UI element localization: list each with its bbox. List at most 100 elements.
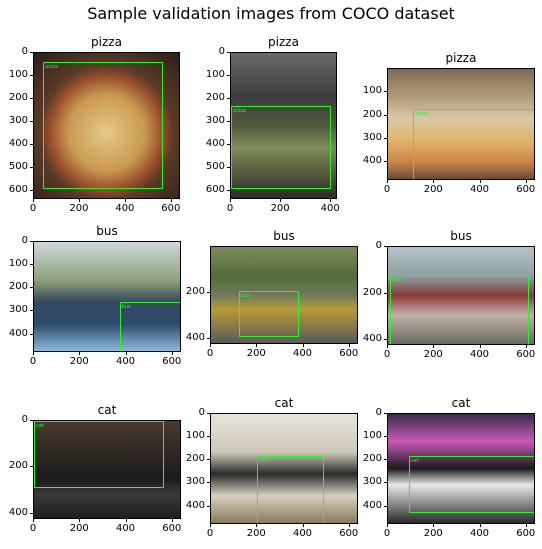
x-tick-label: 400 [469,528,490,539]
y-tick-mark [30,287,33,289]
x-tick-mark [171,519,173,522]
sample-photo [388,247,534,344]
x-tick-mark [348,344,350,347]
y-tick-label: 300 [8,114,28,126]
y-tick-mark [30,420,33,421]
y-tick-mark [30,264,33,266]
box-label: pizza [45,64,59,71]
panel-title: cat [97,403,117,417]
panel-title: pizza [91,35,122,49]
y-tick-mark [384,505,387,507]
bounding-box: cat [408,455,534,514]
y-tick-mark [207,338,210,340]
y-tick-mark [207,413,210,414]
bounding-box: bus [238,290,299,337]
y-tick-mark [30,189,33,191]
y-tick-label: 0 [198,407,205,418]
y-tick-mark [384,459,387,461]
x-tick-label: 200 [270,203,290,214]
y-tick-mark [207,482,210,484]
x-tick-label: 200 [423,184,443,195]
y-tick-label: 100 [205,68,225,80]
y-tick-mark [30,74,33,76]
x-tick-label: 400 [115,523,136,534]
y-tick-label: 400 [185,332,205,344]
y-tick-mark [227,52,230,53]
bounding-box: bus [390,274,530,344]
x-tick-mark [256,344,258,347]
y-tick-label: 300 [362,476,382,488]
y-tick-label: 100 [8,258,28,270]
x-tick-label: 200 [246,348,266,359]
y-tick-label: 400 [8,506,28,518]
box-label: cat [410,457,419,464]
y-tick-mark [30,166,33,168]
x-tick-label: 600 [516,184,536,195]
y-tick-label: 200 [185,286,205,298]
x-tick-label: 200 [69,356,89,367]
image-axes: pizza [230,52,337,199]
y-tick-label: 500 [8,160,28,172]
x-tick-mark [302,344,304,347]
x-tick-mark [433,180,435,183]
sample-photo [34,53,179,198]
y-tick-label: 400 [205,137,225,149]
box-label: bus [240,292,250,299]
x-tick-label: 200 [246,528,266,539]
panel-title: cat [274,396,294,410]
x-tick-mark [479,524,481,527]
y-tick-label: 0 [375,407,382,418]
y-tick-mark [384,114,387,116]
x-tick-label: 600 [339,528,359,539]
y-tick-label: 200 [8,281,28,293]
box-label: pizza [415,110,429,117]
x-tick-mark [525,180,527,183]
y-tick-label: 300 [8,304,28,316]
y-tick-mark [227,143,230,145]
y-tick-mark [30,97,33,99]
y-tick-label: 0 [375,240,382,251]
y-tick-label: 100 [362,430,382,442]
sample-photo [388,414,534,523]
x-tick-label: 400 [320,203,340,214]
y-tick-mark [384,161,387,163]
x-tick-mark [78,199,80,202]
y-tick-mark [30,512,33,514]
x-tick-label: 400 [469,184,490,195]
sample-photo [211,414,357,523]
x-tick-label: 0 [383,349,391,360]
box-label: bus [392,276,402,283]
y-tick-label: 400 [8,137,28,149]
x-tick-label: 0 [383,184,391,195]
x-tick-label: 600 [162,356,182,367]
panel-title: cat [451,396,471,410]
x-tick-label: 200 [69,523,89,534]
x-tick-label: 600 [339,348,359,359]
bounding-box: cat [34,421,164,489]
y-tick-label: 400 [362,333,382,345]
y-tick-mark [30,466,33,468]
y-tick-mark [384,413,387,414]
x-tick-mark [433,345,435,348]
x-tick-label: 200 [423,528,443,539]
y-tick-mark [384,339,387,341]
y-tick-mark [207,436,210,438]
sample-photo [231,53,336,198]
y-tick-label: 200 [8,460,28,472]
x-tick-label: 600 [516,528,536,539]
y-tick-mark [384,436,387,438]
sample-photo [388,69,534,179]
y-tick-label: 200 [185,453,205,465]
x-tick-mark [230,199,231,202]
x-tick-label: 600 [516,349,536,360]
y-tick-mark [30,241,33,242]
x-tick-mark [33,199,34,202]
x-tick-mark [256,524,258,527]
x-tick-mark [387,345,388,348]
x-tick-mark [79,352,81,355]
sample-photo [211,247,357,343]
y-tick-mark [30,120,33,122]
y-tick-label: 100 [362,85,382,97]
y-tick-mark [384,482,387,484]
y-tick-label: 200 [362,108,382,120]
